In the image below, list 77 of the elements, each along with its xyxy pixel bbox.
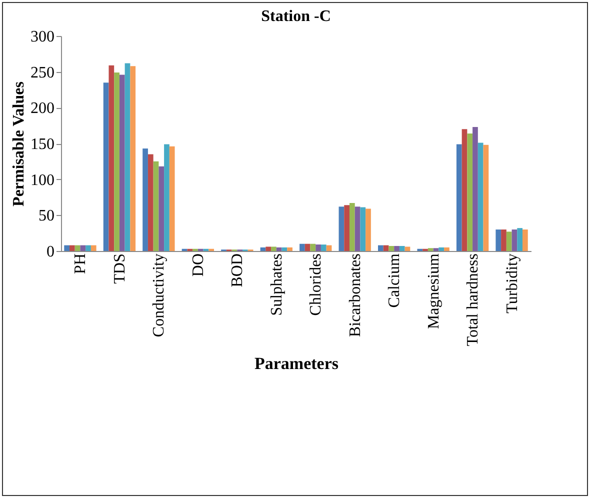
- bar: [478, 142, 484, 251]
- x-tick-label: Chlorides: [308, 254, 325, 316]
- bar: [360, 207, 366, 251]
- x-tick-label: Bicarbonates: [346, 254, 364, 338]
- bar: [467, 133, 473, 251]
- bar: [304, 244, 310, 251]
- bar: [496, 230, 502, 251]
- x-tick-label: Magnesium: [425, 252, 442, 330]
- bar: [90, 245, 96, 251]
- bar: [260, 247, 266, 251]
- bar: [344, 205, 350, 251]
- bar: [108, 65, 114, 251]
- y-tick-label: 200: [30, 100, 54, 118]
- bar: [119, 74, 125, 251]
- bar: [282, 247, 288, 251]
- x-tick-label: DO: [190, 254, 207, 277]
- bar: [266, 246, 272, 251]
- x-tick-label: Total hardness: [464, 254, 482, 346]
- bar: [388, 246, 394, 251]
- bar: [148, 154, 154, 251]
- bar: [428, 248, 434, 251]
- bar: [349, 202, 355, 251]
- bar: [522, 230, 528, 251]
- bar: [114, 72, 120, 251]
- x-axis-title: Parameters: [254, 354, 339, 374]
- bar: [444, 247, 450, 251]
- x-tick-label: BOD: [229, 254, 246, 288]
- x-tick-label: TDS: [111, 254, 128, 284]
- bar: [462, 129, 468, 251]
- bar: [316, 244, 321, 251]
- bar: [366, 208, 371, 251]
- bar: [394, 246, 400, 251]
- x-tick-label: Turbidity: [504, 254, 521, 314]
- bar: [506, 232, 512, 251]
- x-tick-label: Sulphates: [268, 254, 286, 316]
- bar: [287, 247, 292, 251]
- x-tick-label: Calcium: [386, 252, 404, 308]
- bar: [404, 246, 410, 251]
- bar: [103, 82, 109, 251]
- bar: [142, 148, 148, 251]
- bar: [483, 144, 489, 251]
- bar: [378, 245, 384, 251]
- bar: [153, 161, 159, 251]
- y-axis-title: Permisable Values: [10, 82, 28, 206]
- bar: [158, 166, 164, 251]
- bar: [276, 247, 282, 251]
- bar: [433, 248, 439, 251]
- bar: [338, 206, 344, 251]
- bar: [517, 228, 522, 251]
- y-tick-label: 100: [30, 172, 54, 189]
- bar: [64, 245, 70, 251]
- y-tick-label: 50: [38, 208, 54, 225]
- bar: [399, 246, 405, 251]
- bar: [271, 246, 276, 251]
- bar: [164, 144, 170, 251]
- bar: [438, 247, 444, 251]
- bar: [310, 244, 316, 251]
- x-tick-label: PH: [72, 253, 90, 274]
- bar: [169, 146, 175, 251]
- bar: [80, 245, 86, 251]
- y-tick-label: 0: [46, 244, 54, 260]
- y-tick-label: 150: [30, 136, 54, 153]
- bar: [86, 245, 91, 251]
- y-tick-label: 300: [30, 28, 54, 46]
- bar: [456, 144, 462, 251]
- bar: [501, 230, 506, 251]
- bar: [130, 66, 136, 251]
- bar: [124, 63, 130, 251]
- bar: [70, 245, 75, 251]
- bar: [354, 206, 360, 251]
- bar: [320, 244, 326, 251]
- y-tick-label: 250: [30, 64, 54, 82]
- bar: [300, 244, 305, 251]
- bar: [512, 230, 518, 251]
- x-tick-label: Conductivity: [150, 254, 168, 338]
- chart-title: Station -C: [261, 8, 331, 25]
- bar: [472, 127, 478, 251]
